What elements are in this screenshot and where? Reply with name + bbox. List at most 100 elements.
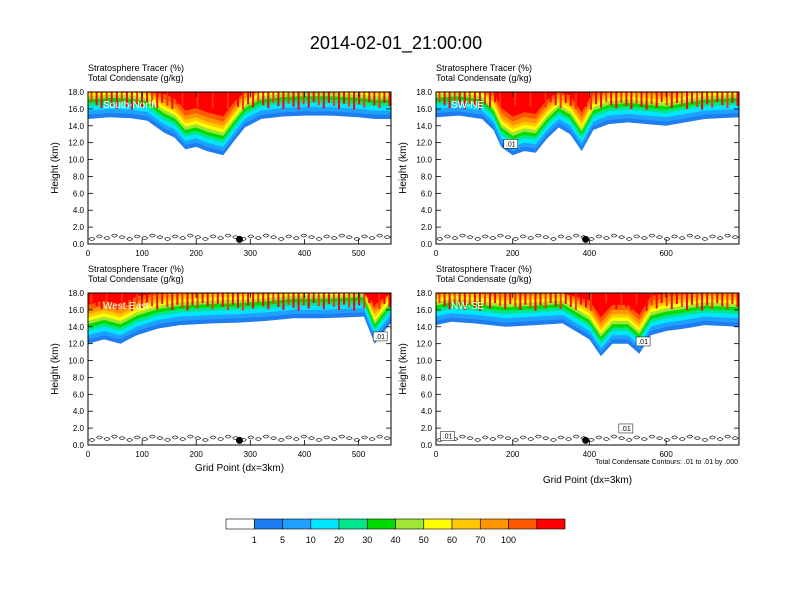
y-tick-label: 10.0: [68, 156, 84, 165]
tracer-speckle: [317, 92, 320, 106]
tracer-speckle: [307, 92, 310, 108]
panel-west-east: Stratosphere Tracer (%)Total Condensate …: [50, 264, 392, 474]
tracer-speckle: [605, 92, 608, 103]
tracer-level-11: [88, 92, 391, 117]
y-tick-label: 12.0: [68, 139, 84, 148]
tracer-speckle: [605, 293, 608, 304]
tracer-speckle: [105, 293, 108, 304]
tracer-speckle: [731, 293, 734, 304]
plot-frame: [87, 91, 392, 245]
tracer-speckle: [585, 92, 587, 107]
tracer-speckle: [226, 92, 229, 109]
tracer-speckle: [453, 293, 456, 304]
y-tick-label: 0.0: [73, 240, 85, 249]
y-axis-title: Height (km): [398, 142, 409, 194]
tracer-speckle: [327, 293, 330, 304]
tracer-speckle: [115, 293, 118, 310]
tracer-speckle: [438, 293, 441, 304]
tracer-speckle: [640, 92, 643, 107]
tracer-speckle: [378, 92, 381, 109]
tracer-field: .01: [88, 293, 391, 445]
colorbar-label: 50: [419, 535, 429, 545]
panel-nw-se: Stratosphere Tracer (%)Total Condensate …: [398, 264, 740, 486]
tracer-speckle: [297, 92, 300, 110]
tracer-speckle: [383, 293, 386, 304]
tracer-speckle: [478, 92, 481, 110]
x-tick-label: 400: [298, 249, 312, 258]
tracer-speckle: [494, 92, 497, 103]
tracer-speckle: [544, 293, 547, 309]
tracer-speckle: [176, 293, 179, 305]
tracer-speckle: [494, 293, 497, 304]
tracer-speckle: [595, 92, 598, 105]
tracer-speckle: [358, 92, 361, 105]
tracer-speckle: [272, 92, 275, 103]
tracer-speckle: [307, 293, 310, 309]
tracer-speckle: [458, 293, 461, 307]
tracer-speckle: [569, 92, 572, 106]
tracer-speckle: [287, 92, 290, 104]
y-axis-title: Height (km): [398, 343, 409, 395]
tracer-speckle: [353, 92, 356, 110]
x-tick-label: 400: [583, 249, 597, 258]
tracer-speckle: [539, 293, 542, 306]
y-tick-label: 18.0: [416, 88, 432, 97]
tracer-speckle: [277, 293, 280, 307]
tracer-speckle: [529, 92, 532, 107]
tracer-speckle: [156, 293, 159, 310]
tracer-speckle: [726, 293, 729, 310]
tracer-speckle: [736, 293, 739, 307]
tracer-speckle: [201, 92, 204, 103]
tracer-level-11: [436, 92, 739, 117]
tracer-speckle: [237, 293, 239, 308]
plot-frame: [435, 91, 740, 245]
contour-label-box: [372, 331, 388, 342]
colorbar-label: 10: [306, 535, 316, 545]
tracer-speckle: [343, 92, 345, 104]
y-tick-label: 8.0: [421, 373, 433, 382]
tracer-speckle: [590, 92, 592, 110]
tracer-speckle: [564, 293, 567, 304]
cross-section-name: SW-NE: [451, 100, 484, 111]
tracer-speckle: [524, 293, 527, 305]
y-tick-label: 4.0: [421, 206, 433, 215]
tracer-speckle: [504, 293, 507, 310]
tracer-level-11: [88, 293, 391, 305]
panel-header-tracer: Stratosphere Tracer (%): [88, 264, 184, 274]
tracer-speckle: [322, 92, 325, 109]
tracer-speckle: [529, 293, 532, 308]
x-tick-label: 100: [135, 450, 149, 459]
x-tick-label: 400: [298, 450, 312, 459]
tracer-speckle: [141, 92, 143, 108]
tracer-speckle: [686, 92, 688, 109]
x-tick-label: 200: [506, 450, 520, 459]
tracer-speckle: [686, 293, 688, 310]
tracer-speckle: [524, 92, 527, 104]
tracer-speckle: [171, 92, 174, 109]
tracer-speckle: [610, 92, 613, 106]
tracer-speckle: [468, 92, 471, 104]
contour-label: .01: [506, 141, 516, 148]
y-tick-label: 0.0: [421, 240, 433, 249]
tracer-speckle: [317, 293, 320, 307]
tracer-speckle: [590, 293, 592, 311]
tracer-speckle: [115, 92, 118, 109]
tracer-speckle: [262, 92, 265, 106]
y-tick-label: 0.0: [421, 441, 433, 450]
y-tick-label: 4.0: [73, 407, 85, 416]
tracer-speckle: [645, 293, 648, 311]
colorbar-swatch: [536, 518, 566, 530]
tracer-speckle: [338, 293, 340, 310]
tracer-speckle: [237, 92, 239, 107]
tracer-speckle: [206, 293, 209, 307]
location-marker: [236, 436, 243, 444]
tracer-speckle: [484, 92, 486, 105]
colorbar-label: 20: [334, 535, 344, 545]
tracer-field: .01 .01 .01: [436, 293, 739, 445]
colorbar-swatch: [423, 518, 453, 530]
y-tick-label: 6.0: [73, 189, 85, 198]
panel-header-condensate: Total Condensate (g/kg): [436, 73, 532, 83]
contour-label: .01: [638, 339, 648, 346]
tracer-speckle: [458, 92, 461, 106]
tracer-speckle: [161, 92, 164, 103]
